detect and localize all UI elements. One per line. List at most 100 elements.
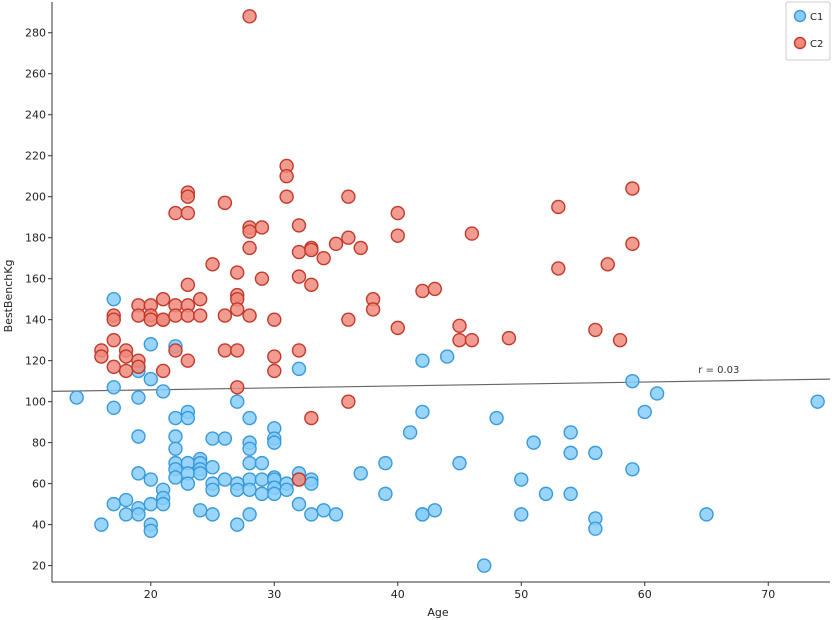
correlation-annotation: r = 0.03 bbox=[698, 365, 739, 376]
point-c1 bbox=[168, 429, 183, 444]
point-c2 bbox=[551, 199, 566, 215]
point-c2 bbox=[267, 363, 282, 379]
point-c1 bbox=[328, 507, 344, 522]
y-tick-label: 120 bbox=[25, 355, 46, 368]
y-tick-label: 100 bbox=[25, 396, 46, 409]
point-c2 bbox=[501, 330, 517, 346]
point-c1 bbox=[192, 503, 208, 518]
point-c1 bbox=[477, 558, 492, 573]
point-c2 bbox=[625, 181, 640, 196]
y-tick-label: 60 bbox=[32, 478, 46, 491]
point-c2 bbox=[131, 308, 146, 323]
point-c1 bbox=[69, 390, 84, 405]
point-c1 bbox=[699, 507, 714, 522]
point-c1 bbox=[106, 400, 121, 415]
point-c2 bbox=[230, 265, 245, 280]
point-c1 bbox=[291, 361, 307, 377]
regression-line bbox=[51, 378, 831, 392]
point-c2 bbox=[118, 363, 134, 379]
data-points bbox=[69, 9, 825, 573]
point-c1 bbox=[217, 431, 233, 446]
point-c1 bbox=[217, 472, 233, 487]
point-c2 bbox=[291, 269, 307, 284]
point-c2 bbox=[328, 236, 344, 252]
point-c1 bbox=[304, 507, 319, 522]
point-c1 bbox=[378, 486, 393, 502]
point-c2 bbox=[341, 230, 356, 245]
point-c2 bbox=[180, 189, 196, 204]
point-c2 bbox=[155, 312, 171, 327]
point-c2 bbox=[267, 312, 282, 327]
point-c1 bbox=[155, 496, 171, 512]
point-c1 bbox=[94, 517, 109, 532]
point-c2 bbox=[180, 277, 196, 293]
point-c2 bbox=[551, 261, 566, 276]
x-axis-ticks: 20 30 40 50 60 70 bbox=[144, 582, 775, 601]
point-c1 bbox=[242, 482, 257, 497]
point-c2 bbox=[217, 308, 233, 323]
point-c1 bbox=[353, 466, 368, 481]
point-c2 bbox=[242, 224, 257, 239]
x-tick-label: 60 bbox=[638, 588, 652, 601]
point-c1 bbox=[304, 476, 319, 491]
point-c2 bbox=[415, 283, 430, 299]
y-tick-label: 80 bbox=[32, 437, 46, 450]
point-c2 bbox=[279, 169, 294, 184]
point-c1 bbox=[106, 496, 121, 512]
legend-marker-c1 bbox=[793, 9, 807, 23]
point-c2 bbox=[279, 189, 294, 204]
point-c2 bbox=[254, 271, 270, 286]
point-c1 bbox=[415, 353, 430, 368]
point-c2 bbox=[118, 349, 134, 364]
legend-label-c1: C1 bbox=[810, 12, 823, 23]
point-c1 bbox=[242, 455, 257, 471]
point-c1 bbox=[452, 455, 467, 471]
legend-box bbox=[785, 1, 831, 61]
legend-label-c2: C2 bbox=[810, 39, 823, 50]
point-c1 bbox=[625, 373, 640, 389]
point-c2 bbox=[155, 291, 171, 307]
point-c1 bbox=[514, 507, 529, 522]
point-c2 bbox=[131, 359, 146, 375]
point-c1 bbox=[439, 349, 455, 364]
point-c2 bbox=[291, 244, 307, 260]
point-c2 bbox=[168, 308, 183, 323]
point-c2 bbox=[143, 312, 158, 327]
point-c1 bbox=[625, 462, 640, 477]
point-c1 bbox=[131, 390, 146, 405]
point-c1 bbox=[378, 455, 393, 471]
point-c1 bbox=[637, 404, 652, 420]
point-c2 bbox=[180, 205, 196, 221]
point-c1 bbox=[143, 371, 158, 387]
y-tick-label: 240 bbox=[25, 109, 46, 122]
point-c2 bbox=[390, 205, 405, 221]
point-c1 bbox=[192, 466, 208, 481]
point-c2 bbox=[180, 308, 196, 323]
point-c1 bbox=[267, 435, 282, 450]
y-tick-label: 20 bbox=[32, 560, 46, 573]
point-c1 bbox=[168, 410, 183, 426]
point-c1 bbox=[588, 521, 603, 536]
point-c1 bbox=[230, 482, 245, 497]
point-c2 bbox=[291, 218, 307, 233]
point-c1 bbox=[143, 337, 158, 352]
point-c2 bbox=[254, 220, 270, 235]
point-c2 bbox=[205, 257, 220, 272]
point-c1 bbox=[526, 435, 541, 450]
point-c2 bbox=[192, 291, 208, 307]
point-c1 bbox=[143, 496, 158, 512]
point-c2 bbox=[452, 318, 467, 334]
point-c1 bbox=[168, 441, 183, 456]
point-c2 bbox=[267, 349, 282, 364]
point-c1 bbox=[649, 386, 665, 401]
point-c1 bbox=[563, 425, 578, 440]
point-c2 bbox=[192, 308, 208, 323]
point-c2 bbox=[625, 236, 640, 252]
x-tick-label: 50 bbox=[514, 588, 528, 601]
point-c2 bbox=[230, 380, 245, 395]
point-c1 bbox=[254, 486, 270, 502]
point-c2 bbox=[464, 226, 480, 241]
point-c2 bbox=[316, 250, 331, 266]
series-c1 bbox=[69, 291, 825, 573]
point-c1 bbox=[242, 441, 257, 456]
